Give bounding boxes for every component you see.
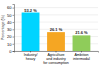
tick: 40 — [7, 20, 14, 25]
tick: Agricultureand industryfor consumption — [43, 51, 69, 65]
y-axis-title: Percentage (%) — [1, 15, 5, 40]
tick-mark — [13, 37, 15, 38]
tick: Ambitionintermodal — [73, 51, 90, 61]
tick-label: 0 — [9, 49, 12, 54]
tick-mark — [13, 29, 15, 30]
tick: 50 — [7, 13, 14, 18]
data-label: 53.2 % — [24, 8, 37, 13]
tick-label: 50 — [7, 13, 12, 18]
tick-mark — [13, 22, 15, 23]
tick: 20 — [7, 34, 14, 39]
bar — [73, 35, 91, 51]
bar — [22, 13, 40, 51]
tick-mark — [56, 51, 57, 53]
tick-label-line: for consumption — [43, 61, 69, 65]
chart: 0 10 20 30 40 50 60 Industry/heavy Agriculturean… — [0, 0, 100, 68]
tick-mark — [81, 51, 82, 53]
tick: 30 — [7, 27, 14, 32]
tick: 60 — [7, 5, 14, 10]
tick-label-line: intermodal — [73, 57, 90, 61]
tick-mark — [13, 51, 15, 52]
tick-mark — [13, 8, 15, 9]
tick-label-line: heavy — [26, 57, 36, 61]
data-labels: 53.2 % 26.1 % 21.6 % — [24, 8, 88, 36]
tick-mark — [30, 51, 31, 53]
tick-mark — [13, 44, 15, 45]
tick-label: 40 — [7, 20, 12, 25]
tick-label: 20 — [7, 34, 12, 39]
axis-line — [15, 52, 99, 53]
axis-line — [13, 5, 15, 52]
tick-label: Ambitionintermodal — [73, 53, 90, 61]
tick: 10 — [7, 42, 14, 47]
x-axis: Industry/heavy Agricultureand industryfor… — [15, 51, 99, 65]
data-label: 26.1 % — [50, 27, 63, 32]
tick-label: 60 — [7, 5, 12, 10]
tick-label: 10 — [7, 42, 12, 47]
bars — [22, 13, 91, 51]
y-axis: 0 10 20 30 40 50 60 — [7, 5, 14, 54]
tick-mark — [13, 15, 15, 16]
tick: Industry/heavy — [24, 51, 38, 61]
tick: 0 — [9, 49, 14, 54]
tick-label: Agricultureand industryfor consumption — [43, 53, 69, 65]
bar — [47, 32, 65, 51]
tick-label: 30 — [7, 27, 12, 32]
data-label: 21.6 % — [75, 30, 88, 35]
grid — [14, 8, 98, 51]
tick-label: Industry/heavy — [24, 53, 38, 61]
